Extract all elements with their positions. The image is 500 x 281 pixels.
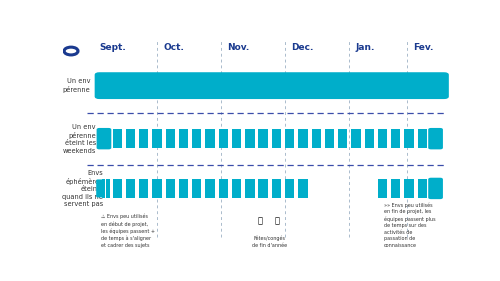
Bar <box>206 179 214 198</box>
FancyBboxPatch shape <box>94 72 449 99</box>
Bar <box>179 179 188 198</box>
Bar <box>285 179 294 198</box>
Bar <box>378 179 387 198</box>
Bar <box>218 130 228 148</box>
Bar <box>126 130 135 148</box>
Text: Un env
pérenne: Un env pérenne <box>62 78 90 93</box>
Bar <box>245 179 254 198</box>
Bar <box>404 130 413 148</box>
Bar <box>126 179 135 198</box>
Bar <box>206 130 214 148</box>
Text: Dec.: Dec. <box>291 43 314 52</box>
Bar <box>218 179 228 198</box>
Bar <box>232 179 241 198</box>
Bar <box>166 130 175 148</box>
Bar <box>378 130 387 148</box>
Text: 📅: 📅 <box>274 216 280 225</box>
Bar <box>139 130 148 148</box>
Bar <box>166 179 175 198</box>
Text: Nov.: Nov. <box>227 43 250 52</box>
Bar <box>418 179 427 198</box>
Bar <box>391 130 400 148</box>
FancyBboxPatch shape <box>96 180 103 198</box>
Bar <box>139 179 148 198</box>
Bar <box>192 130 202 148</box>
Text: Fev.: Fev. <box>413 43 434 52</box>
Bar <box>152 130 162 148</box>
Bar <box>152 179 162 198</box>
Bar <box>391 179 400 198</box>
Text: Fêtes/congés
de fin d'année: Fêtes/congés de fin d'année <box>252 236 288 248</box>
Text: Un env
pérenne
éteint les
weekends: Un env pérenne éteint les weekends <box>62 124 96 153</box>
Bar <box>258 130 268 148</box>
Bar <box>112 179 122 198</box>
Bar <box>404 179 413 198</box>
Bar <box>192 179 202 198</box>
Bar <box>312 130 321 148</box>
Bar <box>258 179 268 198</box>
Bar <box>179 130 188 148</box>
Bar <box>352 130 360 148</box>
Bar <box>232 130 241 148</box>
Text: Sept.: Sept. <box>100 43 126 52</box>
Bar <box>325 130 334 148</box>
Bar <box>272 130 281 148</box>
Text: Jan.: Jan. <box>355 43 374 52</box>
Bar <box>112 130 122 148</box>
Bar <box>245 130 254 148</box>
Bar <box>418 130 427 148</box>
Text: Oct.: Oct. <box>163 43 184 52</box>
Bar <box>298 130 308 148</box>
FancyBboxPatch shape <box>96 128 112 149</box>
Bar <box>106 179 110 198</box>
Text: »» Envs peu utilisés
en fin de projet, les
équipes passent plus
de temps sur des: »» Envs peu utilisés en fin de projet, l… <box>384 202 435 248</box>
Text: Envs
éphémères
éteints
quand ils ne
servent pas: Envs éphémères éteints quand ils ne serv… <box>62 170 104 207</box>
Bar <box>272 179 281 198</box>
Bar <box>285 130 294 148</box>
Text: ⚠ Envs peu utilisés
en début de projet,
les équipes passent +
de temps à s'align: ⚠ Envs peu utilisés en début de projet, … <box>102 214 156 248</box>
FancyBboxPatch shape <box>428 128 443 149</box>
Bar <box>298 179 308 198</box>
Bar <box>102 179 105 198</box>
Text: 🎄: 🎄 <box>258 216 262 225</box>
Bar <box>364 130 374 148</box>
Bar <box>338 130 347 148</box>
FancyBboxPatch shape <box>428 178 443 199</box>
